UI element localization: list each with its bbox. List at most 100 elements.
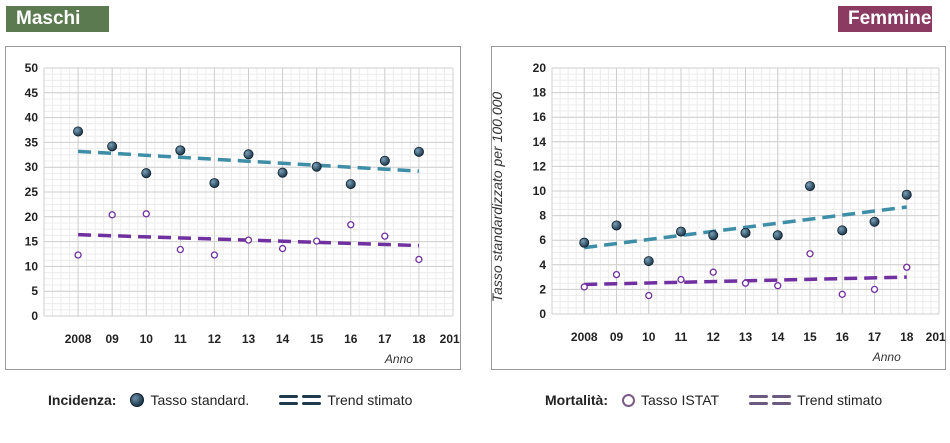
x-tick-label: 17 xyxy=(378,332,392,346)
incidence-point xyxy=(379,155,390,166)
incidence-point xyxy=(869,216,880,227)
y-tick-label: 30 xyxy=(25,160,39,174)
mortality-point xyxy=(278,244,287,253)
x-tick-label: 16 xyxy=(344,332,358,346)
mortality-legend: Mortalità: Tasso ISTAT Trend stimato xyxy=(545,388,912,412)
x-tick-label: 15 xyxy=(803,330,817,344)
mortality-point xyxy=(176,245,184,254)
legend-right-trend-item: Trend stimato xyxy=(749,392,882,408)
y-tick-label: 0 xyxy=(31,309,38,323)
incidence-point xyxy=(772,230,783,241)
mortality-point xyxy=(415,255,423,264)
x-tick-label: 10 xyxy=(140,332,154,346)
major-grid xyxy=(551,67,940,315)
mortality-series xyxy=(580,250,911,300)
x-tick-label: 10 xyxy=(642,330,656,344)
legend-open-marker-item: Tasso ISTAT xyxy=(622,392,719,408)
mortality-point xyxy=(870,285,879,294)
incidence-point xyxy=(611,220,622,231)
legend-left-trend-item: Trend stimato xyxy=(279,392,412,408)
incidence-legend: Incidenza: Tasso standard. Trend stimato xyxy=(48,388,442,412)
incidence-point xyxy=(643,256,654,267)
x-axis-label: Anno xyxy=(872,350,901,364)
male-chart-panel: 0 5 10 15 20 25 30 35 40 45 50 2008 09 10 11 12 13 14 15 16… xyxy=(5,46,461,370)
dashed-line-icon xyxy=(749,395,792,405)
incidence-point xyxy=(277,167,288,178)
female-chart-panel: 0 2 4 6 8 10 12 14 16 18 20 2008 09 10 11 12 13 14 15 16 17 1… xyxy=(491,46,946,370)
mortality-point xyxy=(580,283,588,291)
y-tick-label: 10 xyxy=(25,259,39,273)
x-tick-label: 11 xyxy=(174,332,187,346)
incidence-point xyxy=(311,161,322,172)
mortality-point xyxy=(347,221,355,229)
mortality-point xyxy=(244,236,253,244)
y-tick-label: 8 xyxy=(539,209,546,223)
x-tick-label: 09 xyxy=(105,332,119,346)
x-tick-label: 13 xyxy=(242,332,256,346)
mortality-point xyxy=(774,282,782,290)
mortality-point xyxy=(313,237,321,245)
incidence-point xyxy=(901,189,912,200)
y-tick-label: 25 xyxy=(25,185,39,199)
y-tick-label: 20 xyxy=(25,210,39,224)
legend-left-trend-label: Trend stimato xyxy=(327,392,413,408)
y-tick-label: 0 xyxy=(539,307,546,321)
mortality-point xyxy=(612,270,621,279)
x-tick-label: 12 xyxy=(208,332,222,346)
mortality-point xyxy=(210,251,219,259)
incidence-point xyxy=(243,149,254,160)
y-tick-label: 15 xyxy=(25,235,39,249)
legend-filled-marker-item: Tasso standard. xyxy=(130,392,249,408)
y-tick-label: 40 xyxy=(25,111,39,125)
trend-line xyxy=(77,149,420,173)
x-tick-label: 11 xyxy=(675,330,688,344)
incidence-series xyxy=(579,181,912,267)
male-chart: 0 5 10 15 20 25 30 35 40 45 50 2008 09 10 11 12 13 14 15 16… xyxy=(25,61,460,366)
incidence-point xyxy=(579,237,590,248)
dashed-line-icon xyxy=(279,395,322,405)
mortality-point xyxy=(741,279,750,287)
female-chart: 0 2 4 6 8 10 12 14 16 18 20 2008 09 10 11 12 13 14 15 16 17 1… xyxy=(492,61,945,364)
incidence-point xyxy=(175,145,186,156)
mortality-point xyxy=(74,251,82,259)
y-tick-label: 4 xyxy=(539,258,546,272)
incidence-point xyxy=(837,225,848,236)
x-tick-label: 2008 xyxy=(65,332,92,346)
male-badge: Maschi xyxy=(6,6,109,32)
x-tick-label: 17 xyxy=(868,330,882,344)
filled-circle-icon xyxy=(130,393,145,407)
mortality-point xyxy=(838,290,846,298)
incidence-point xyxy=(73,126,84,137)
x-tick-label: 15 xyxy=(310,332,324,346)
legend-filled-marker-label: Tasso standard. xyxy=(150,392,250,408)
mortality-point xyxy=(806,250,814,258)
y-tick-label: 14 xyxy=(533,135,547,149)
mortality-point xyxy=(677,275,685,284)
y-tick-label: 18 xyxy=(533,86,547,100)
incidence-point xyxy=(708,230,719,241)
y-tick-label: 50 xyxy=(25,61,39,75)
x-tick-label: 18 xyxy=(900,330,914,344)
incidence-series xyxy=(73,126,424,190)
x-tick-label: 2008 xyxy=(571,330,598,344)
mortality-point xyxy=(381,232,389,240)
y-tick-label: 2 xyxy=(539,282,546,296)
mortality-point xyxy=(709,268,717,276)
y-tick-label: 16 xyxy=(533,110,547,124)
legend-right-trend-label: Trend stimato xyxy=(797,392,883,408)
incidence-point xyxy=(209,178,220,189)
incidence-point xyxy=(345,179,356,190)
female-badge: Femmine xyxy=(838,6,932,32)
x-tick-label: 16 xyxy=(836,330,850,344)
incidence-point xyxy=(107,141,118,152)
y-axis-label: Tasso standardizzato per 100.000 xyxy=(492,92,505,303)
x-tick-label: 13 xyxy=(739,330,753,344)
x-tick-label: 09 xyxy=(610,330,624,344)
x-tick-label: 14 xyxy=(771,330,785,344)
mortality-point xyxy=(142,210,150,218)
incidence-point xyxy=(804,181,815,192)
incidence-legend-title: Incidenza: xyxy=(48,392,117,408)
incidence-point xyxy=(740,227,751,238)
trend-line xyxy=(584,205,907,250)
mortality-point xyxy=(108,211,116,219)
